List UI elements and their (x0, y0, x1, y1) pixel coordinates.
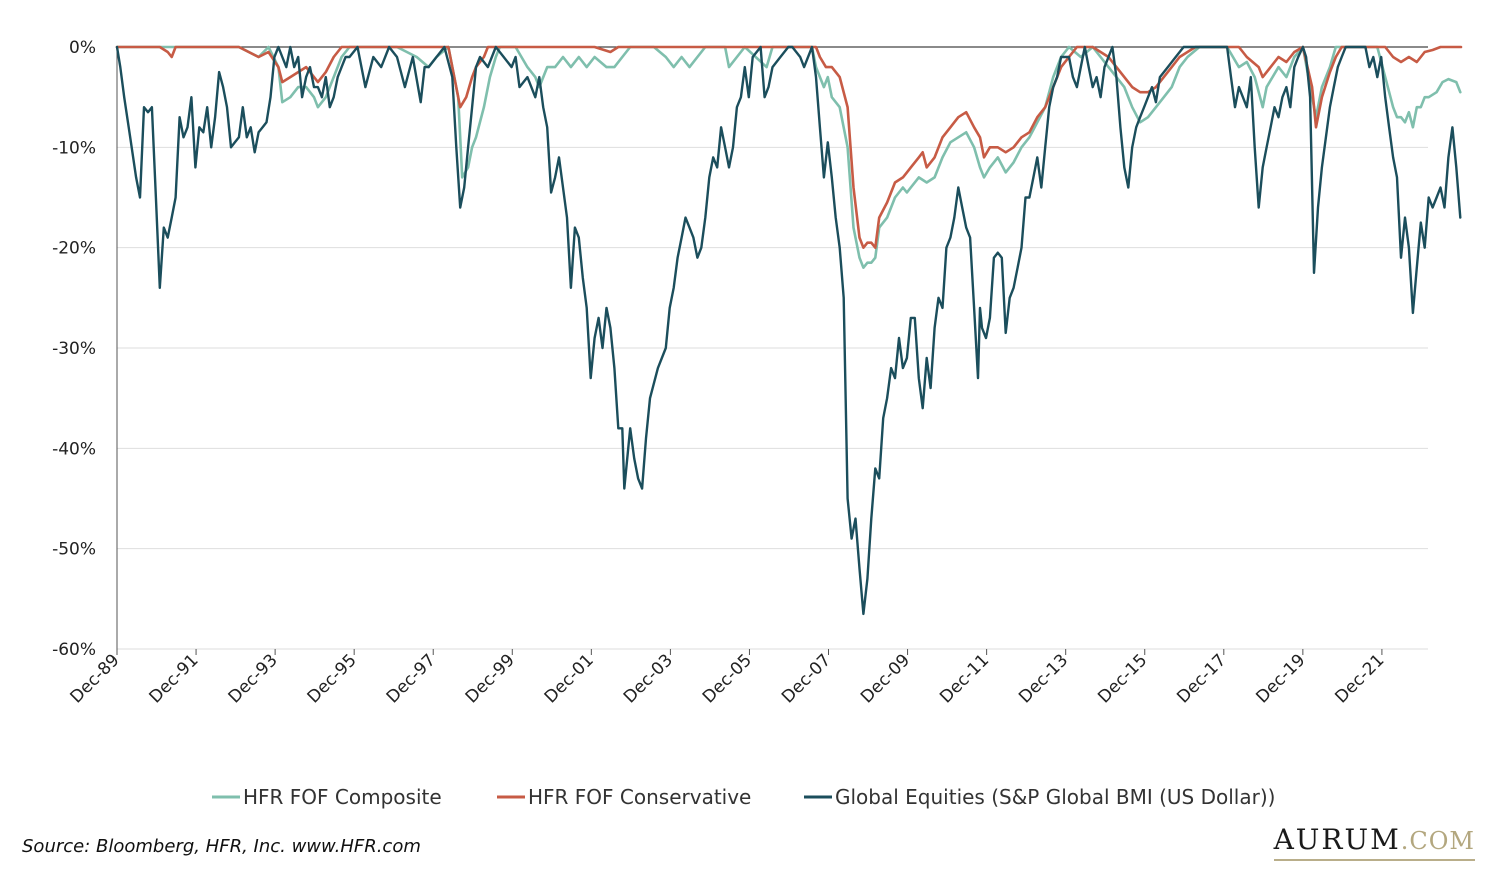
legend-label-3: Global Equities (S&P Global BMI (US Doll… (835, 785, 1275, 809)
legend-label-1: HFR FOF Composite (243, 785, 442, 809)
x-tick-label: Dec-09 (857, 650, 914, 707)
chart-legend: HFR FOF Composite HFR FOF Conservative Glo… (212, 785, 1275, 809)
y-tick-label: -60% (52, 640, 96, 660)
y-tick-label: -10% (52, 138, 96, 158)
x-tick-label: Dec-95 (304, 650, 361, 707)
y-tick-label: 0% (69, 38, 96, 58)
x-tick-label: Dec-91 (146, 650, 203, 707)
y-axis-tick-labels: 0% -10% -20% -30% -40% -50% -60% (52, 38, 96, 660)
series-line-2 (115, 45, 1463, 249)
x-tick-label: Dec-05 (699, 650, 756, 707)
chart-series-lines (115, 45, 1463, 616)
x-tick-label: Dec-93 (225, 650, 282, 707)
x-tick-label: Dec-99 (462, 650, 519, 707)
x-tick-label: Dec-21 (1331, 650, 1388, 707)
x-tick-label: Dec-03 (620, 650, 677, 707)
x-tick-label: Dec-17 (1173, 650, 1230, 707)
chart-gridlines (117, 146, 1428, 650)
chart-axes (116, 46, 1428, 655)
x-tick-label: Dec-19 (1252, 650, 1309, 707)
y-tick-label: -50% (52, 540, 96, 560)
x-tick-label: Dec-11 (936, 650, 993, 707)
series-line-3 (115, 45, 1462, 616)
x-tick-label: Dec-13 (1015, 650, 1072, 707)
x-tick-label: Dec-15 (1094, 650, 1151, 707)
y-tick-label: -20% (52, 239, 96, 259)
logo-suffix: .COM (1400, 827, 1475, 855)
x-tick-label: Dec-97 (383, 650, 440, 707)
x-tick-label: Dec-01 (541, 650, 598, 707)
legend-label-2: HFR FOF Conservative (528, 785, 751, 809)
source-note: Source: Bloomberg, HFR, Inc. www.HFR.com (22, 836, 421, 857)
y-tick-label: -40% (52, 439, 96, 459)
logo-brand: AURUM (1273, 823, 1401, 856)
x-axis-tick-labels: Dec-89 Dec-91 Dec-93 Dec-95 Dec-97 Dec-99 Dec-… (66, 650, 1388, 707)
y-tick-label: -30% (52, 339, 96, 359)
x-tick-label: Dec-07 (778, 650, 835, 707)
aurum-logo: AURUM.COM (1273, 823, 1475, 861)
